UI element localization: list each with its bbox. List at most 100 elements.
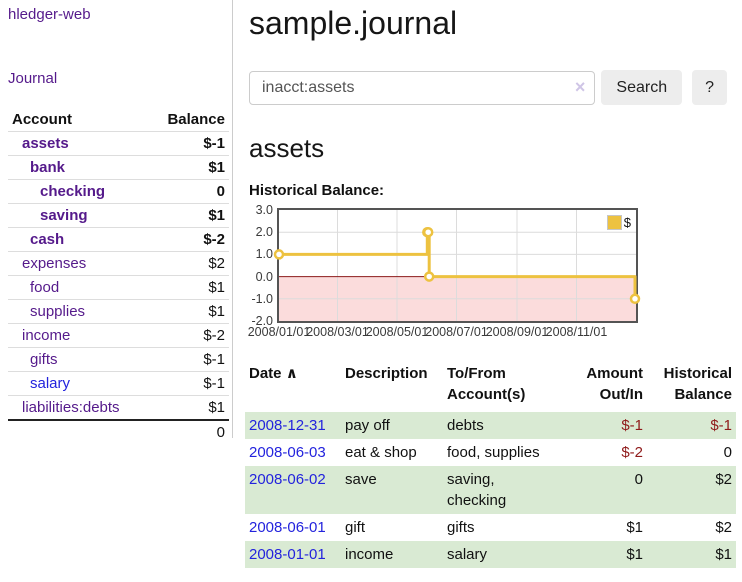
- register-row: 2008-06-03 eat & shop food, supplies $-2 0: [245, 439, 736, 466]
- account-name-cell: checking: [8, 179, 158, 204]
- account-link[interactable]: expenses: [22, 255, 87, 272]
- register-description: eat & shop: [345, 444, 417, 461]
- register-date-cell: 2008-06-03: [245, 439, 345, 466]
- legend-swatch-icon: [606, 215, 622, 230]
- account-link[interactable]: cash: [30, 231, 65, 248]
- account-link[interactable]: liabilities:debts: [22, 399, 120, 416]
- account-row: salary $-1: [8, 371, 229, 396]
- transaction-date-link[interactable]: 2008-01-01: [249, 546, 326, 563]
- register-row: 2008-12-31 pay off debts $-1 $-1: [245, 412, 736, 439]
- account-name-cell: income: [8, 323, 158, 348]
- account-link[interactable]: income: [22, 327, 71, 344]
- y-tick-label: 2.0: [255, 225, 273, 240]
- data-point-marker: [422, 226, 434, 238]
- account-row: saving $1: [8, 203, 229, 228]
- help-button[interactable]: ?: [692, 70, 727, 105]
- register-description: gift: [345, 519, 366, 536]
- register-table: Date ∧ Description To/From Account(s) Am…: [245, 363, 736, 568]
- data-point-marker: [629, 293, 641, 305]
- register-balance: $-1: [710, 417, 732, 434]
- account-row: income $-2: [8, 323, 229, 348]
- register-balance: $2: [715, 471, 732, 488]
- transaction-date-link[interactable]: 2008-12-31: [249, 417, 326, 434]
- account-link[interactable]: gifts: [30, 351, 58, 368]
- account-name-cell: gifts: [8, 347, 158, 372]
- register-balance: $2: [715, 519, 732, 536]
- x-tick-label: 2008/11/01: [545, 325, 608, 339]
- account-link[interactable]: food: [30, 279, 60, 296]
- account-row: cash $-2: [8, 227, 229, 252]
- search-button[interactable]: Search: [601, 70, 683, 105]
- account-row: assets $-1: [8, 131, 229, 156]
- account-link[interactable]: assets: [22, 135, 69, 152]
- account-name-cell: saving: [8, 203, 158, 228]
- account-link[interactable]: bank: [30, 159, 66, 176]
- register-column-account: To/From Account(s): [447, 365, 526, 403]
- register-row: 2008-06-02 save saving, checking 0 $2: [245, 466, 736, 514]
- transaction-date-link[interactable]: 2008-06-01: [249, 519, 326, 536]
- x-tick-label: 2008/07/01: [425, 325, 488, 339]
- chart-svg: [273, 210, 641, 321]
- register-accounts: salary: [447, 546, 488, 563]
- search-bar: × Search ?: [249, 70, 727, 105]
- account-name-cell: expenses: [8, 251, 158, 276]
- register-row: 2008-06-01 gift gifts $1 $2: [245, 514, 736, 541]
- account-row: expenses $2: [8, 251, 229, 276]
- sort-ascending-icon: ∧: [285, 365, 298, 382]
- register-balance: 0: [723, 444, 732, 461]
- register-accounts: debts: [447, 417, 484, 434]
- register-date-cell: 2008-01-01: [245, 541, 345, 568]
- clear-search-icon[interactable]: ×: [574, 76, 586, 97]
- register-balance: $1: [715, 546, 732, 563]
- account-balance: $1: [158, 275, 229, 300]
- account-balance: $2: [158, 251, 229, 276]
- account-link[interactable]: saving: [40, 207, 88, 224]
- accounts-total-row: 0: [8, 419, 229, 444]
- accounts-column-account: Account: [12, 111, 72, 128]
- account-balance: $-1: [158, 131, 229, 156]
- register-amount: 0: [634, 471, 643, 488]
- register-accounts: food, supplies: [447, 444, 540, 461]
- account-link[interactable]: supplies: [30, 303, 86, 320]
- register-amount: $-2: [621, 444, 643, 461]
- brand-link[interactable]: hledger-web: [8, 6, 91, 23]
- chart-legend: $: [606, 215, 631, 230]
- account-balance: $1: [158, 203, 229, 228]
- account-link[interactable]: salary: [30, 375, 71, 392]
- account-link[interactable]: checking: [40, 183, 106, 200]
- account-balance: $-2: [158, 227, 229, 252]
- account-balance: $-1: [158, 347, 229, 372]
- account-name-cell: supplies: [8, 299, 158, 324]
- y-tick-label: 0.0: [255, 269, 273, 284]
- account-balance: $-1: [158, 371, 229, 396]
- y-tick-label: 3.0: [255, 203, 273, 217]
- register-accounts: saving, checking: [447, 471, 507, 509]
- y-tick-label: 1.0: [255, 247, 273, 262]
- accounts-header-row: Account Balance: [8, 108, 229, 132]
- account-row: supplies $1: [8, 299, 229, 324]
- account-name-cell: salary: [8, 371, 158, 396]
- register-date-cell: 2008-12-31: [245, 412, 345, 439]
- nav-journal-link[interactable]: Journal: [8, 70, 58, 87]
- register-date-cell: 2008-06-02: [245, 466, 345, 514]
- register-column-balance: Historical Balance: [663, 365, 732, 403]
- sidebar: hledger-web Journal Account Balance asse…: [0, 0, 232, 444]
- transaction-date-link[interactable]: 2008-06-02: [249, 471, 326, 488]
- search-input[interactable]: [249, 70, 596, 105]
- transaction-date-link[interactable]: 2008-06-03: [249, 444, 326, 461]
- register-accounts: gifts: [447, 519, 475, 536]
- register-description: pay off: [345, 417, 390, 434]
- register-description: income: [345, 546, 394, 563]
- account-balance: $1: [158, 155, 229, 180]
- register-column-date[interactable]: Date ∧: [249, 365, 298, 382]
- account-row: checking 0: [8, 179, 229, 204]
- chart-plot-area: $: [273, 208, 641, 323]
- register-column-description: Description: [345, 365, 428, 382]
- account-balance: 0: [158, 179, 229, 204]
- main-content: sample.journal × Search ? assets Histori…: [233, 0, 742, 568]
- register-amount: $-1: [621, 417, 643, 434]
- accounts-total-value: 0: [8, 419, 229, 444]
- register-date-cell: 2008-06-01: [245, 514, 345, 541]
- account-row: gifts $-1: [8, 347, 229, 372]
- y-tick-label: -1.0: [251, 291, 273, 306]
